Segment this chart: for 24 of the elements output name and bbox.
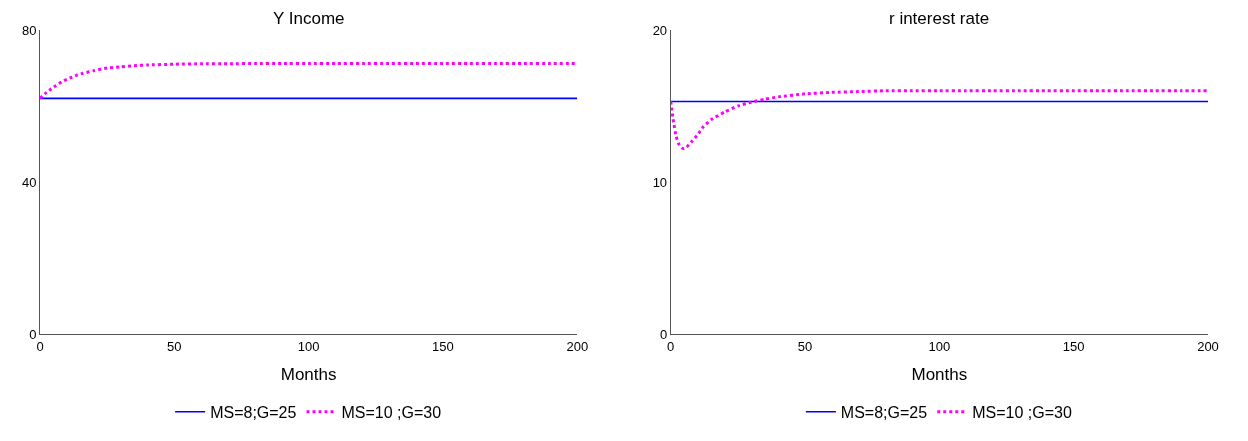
y-tick-label: 80 [21,22,37,38]
line-series [670,89,1208,151]
chart-title: Y Income [273,9,345,28]
y-tick-label: 0 [659,326,668,342]
x-tick-label: 100 [297,338,320,354]
y-tick-label: 10 [652,174,668,190]
x-tick-label: 150 [432,338,454,354]
legend-label: MS=10 ;G=30 [341,403,442,421]
x-tick-label: 100 [928,338,951,354]
y-tick-label: 0 [29,326,37,342]
chart-title: r interest rate [889,9,990,28]
line-series [40,61,578,100]
legend-label: MS=8;G=25 [210,403,297,421]
y-tick-label: 20 [652,22,668,38]
x-tick-label: 150 [1062,338,1085,354]
y-tick-label: 40 [21,174,37,190]
x-axis-title: Months [911,365,968,384]
legend-label: MS=10 ;G=30 [972,403,1072,421]
x-tick-label: 50 [167,338,182,354]
x-tick-label: 200 [566,338,589,354]
x-tick-label: 200 [1197,338,1219,354]
x-axis-title: Months [280,365,337,384]
legend-label: MS=8;G=25 [840,403,928,421]
x-tick-label: 50 [797,338,813,354]
